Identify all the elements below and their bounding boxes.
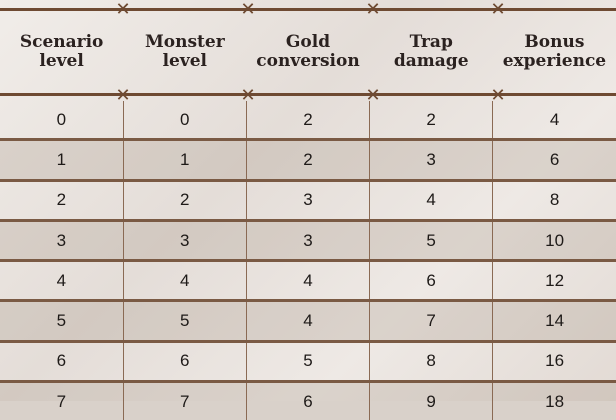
table-cell: 6 — [0, 341, 124, 384]
table-cell: 2 — [369, 101, 493, 142]
table-cell: 0 — [0, 101, 124, 142]
table-cell: 6 — [369, 260, 493, 303]
table-header: Scenario level Monster level Gold conver… — [0, 8, 616, 96]
header-bonus-experience: Bonus experience — [502, 32, 607, 71]
header-monster-level: Monster level — [144, 32, 225, 71]
table-cell: 14 — [492, 300, 616, 343]
table-cell: 4 — [0, 260, 124, 303]
table-cell: 3 — [245, 220, 370, 263]
table-cell: 1 — [0, 139, 124, 182]
ornament-icon: ✕ — [490, 0, 506, 19]
table-cell: 4 — [369, 180, 493, 222]
table-cell: 5 — [245, 341, 370, 384]
table-cell: 16 — [492, 341, 616, 384]
table-cell: 5 — [0, 300, 124, 343]
table-cell: 7 — [369, 300, 493, 343]
table-cell: 3 — [0, 220, 124, 263]
table-row: 5 5 4 7 14 — [0, 300, 616, 343]
table-cell: 4 — [122, 260, 247, 303]
table-cell: 2 — [122, 180, 247, 222]
table-cell: 12 — [492, 260, 616, 303]
table-cell: 1 — [122, 139, 247, 182]
table-cell: 4 — [492, 101, 616, 142]
table-cell: 6 — [122, 341, 247, 384]
header-scenario-level: Scenario level — [19, 32, 104, 71]
table-row: 6 6 5 8 16 — [0, 341, 616, 384]
ornament-icon: ✕ — [490, 85, 506, 105]
table-cell: 0 — [122, 101, 247, 142]
header-trap-damage: Trap damage — [393, 32, 469, 71]
table-cell: 2 — [245, 139, 370, 182]
ornament-icon: ✕ — [240, 0, 256, 19]
ornament-icon: ✕ — [115, 85, 131, 105]
table-cell: 5 — [369, 220, 493, 263]
ornament-icon: ✕ — [365, 85, 381, 105]
table-cell: 4 — [245, 260, 370, 303]
table-cell: 8 — [369, 341, 493, 384]
table-cell: 2 — [0, 180, 124, 222]
ornament-icon: ✕ — [240, 85, 256, 105]
table-body: 0 0 2 2 4 1 1 2 3 6 2 2 3 4 8 3 3 3 5 10 4 4 4 6 12 5 5 4 7 14 6 6 5 8 16 7… — [0, 101, 616, 420]
table-cell: 10 — [492, 220, 616, 263]
table-row: 3 3 3 5 10 — [0, 220, 616, 263]
table-cell: 5 — [122, 300, 247, 343]
table-cell: 6 — [492, 139, 616, 182]
ornament-icon: ✕ — [115, 0, 131, 19]
table-cell: 3 — [369, 139, 493, 182]
ornament-icon: ✕ — [365, 0, 381, 19]
table-cell: 3 — [245, 180, 370, 222]
table-cell: 2 — [245, 101, 370, 142]
header-gold-conversion: Gold conversion — [256, 32, 360, 71]
table-cell: 3 — [122, 220, 247, 263]
table-cell: 8 — [492, 180, 616, 222]
table-cell: 4 — [245, 300, 370, 343]
table-row: 4 4 4 6 12 — [0, 260, 616, 303]
